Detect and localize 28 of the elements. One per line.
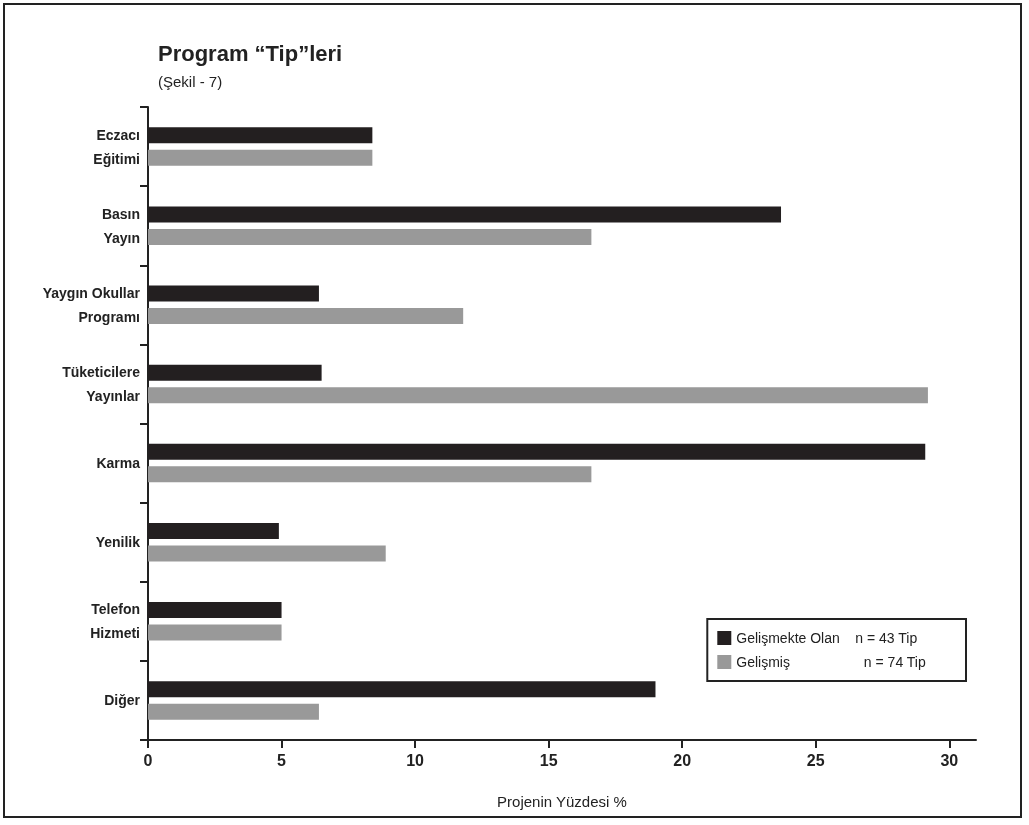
y-tick-label: Yenilik <box>95 534 141 551</box>
chart-title: Program “Tip”leri <box>158 40 343 66</box>
x-tick-label: 30 <box>940 751 959 769</box>
bar <box>148 624 282 641</box>
x-tick-label: 15 <box>539 751 558 769</box>
legend-label: Gelişmekte Olan n = 43 Tip <box>736 630 918 646</box>
x-tick-label: 25 <box>806 751 825 769</box>
y-tick-label: Telefon Hizmeti <box>90 601 140 642</box>
bar <box>148 387 928 404</box>
y-tick-label: Eczacı Eğitimi <box>93 126 140 167</box>
y-tick-label: Karma <box>96 455 141 472</box>
bar <box>148 228 592 245</box>
y-tick-label: Tüketicilere Yayınlar <box>62 363 141 404</box>
x-tick-label: 20 <box>673 751 692 769</box>
x-tick-label: 10 <box>406 751 425 769</box>
y-tick-label: Diğer <box>104 692 141 709</box>
bar <box>148 466 592 483</box>
x-tick-label: 0 <box>143 751 153 769</box>
x-tick-label: 5 <box>277 751 287 769</box>
legend-label: Gelişmiş n = 74 Tip <box>736 654 926 670</box>
bar <box>148 308 464 325</box>
x-axis-title: Projenin Yüzdesi % <box>497 793 627 810</box>
bar <box>148 703 319 720</box>
chart-subtitle: (Şekil - 7) <box>158 73 223 90</box>
y-tick-label: Basın Yayın <box>101 205 140 246</box>
bar <box>148 545 386 562</box>
y-tick-label: Yaygın Okullar Programı <box>42 284 141 325</box>
bar <box>148 149 373 166</box>
